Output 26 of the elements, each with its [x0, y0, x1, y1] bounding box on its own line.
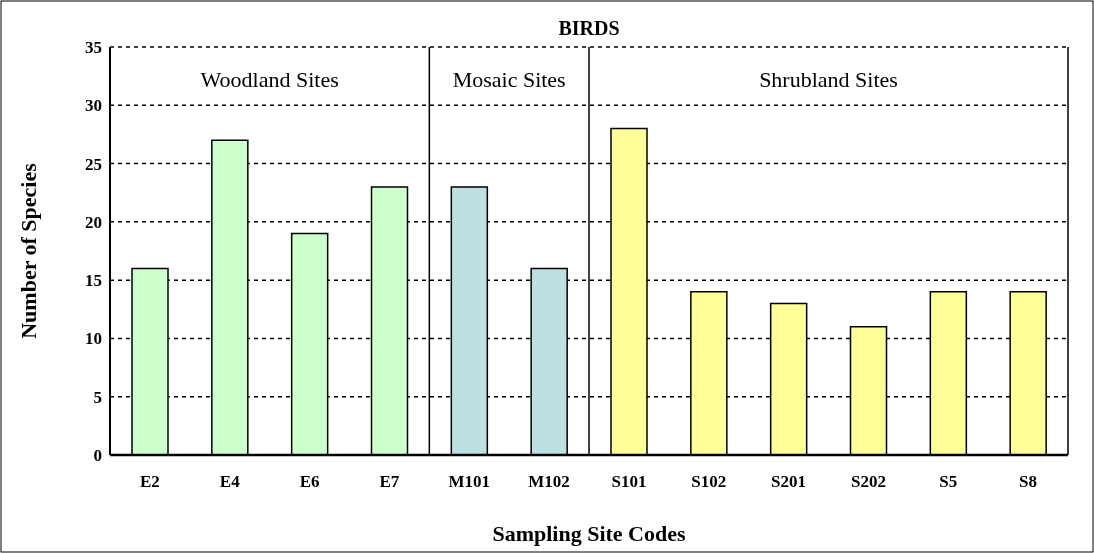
x-axis-title: Sampling Site Codes [492, 521, 686, 546]
y-axis-title: Number of Species [15, 162, 41, 339]
y-tick-label: 10 [85, 329, 102, 349]
x-tick-label: S101 [611, 472, 647, 492]
x-tick-label: E2 [139, 472, 160, 492]
annotation: Woodland Sites [200, 67, 339, 92]
x-tick-label: S201 [771, 472, 807, 492]
annotation: Mosaic Sites [452, 67, 566, 92]
chart-title: BIRDS [558, 17, 620, 39]
annotation: Shrubland Sites [759, 67, 898, 92]
x-tick-label: E7 [379, 472, 400, 492]
x-tick-label: S5 [939, 472, 958, 492]
x-tick-label: S102 [691, 472, 727, 492]
y-tick-label: 30 [85, 96, 102, 116]
y-tick-label: 20 [85, 212, 102, 232]
y-tick-label: 15 [85, 271, 102, 291]
x-tick-label: E6 [299, 472, 320, 492]
x-tick-label: M102 [528, 472, 570, 492]
x-tick-label: M101 [448, 472, 491, 492]
y-tick-label: 0 [93, 446, 102, 466]
y-tick-label: 35 [85, 38, 102, 58]
x-tick-label: S8 [1019, 472, 1038, 492]
x-tick-label: S202 [850, 472, 886, 492]
x-tick-label: E4 [219, 472, 241, 492]
y-tick-label: 25 [85, 154, 102, 174]
y-tick-label: 5 [93, 387, 102, 407]
